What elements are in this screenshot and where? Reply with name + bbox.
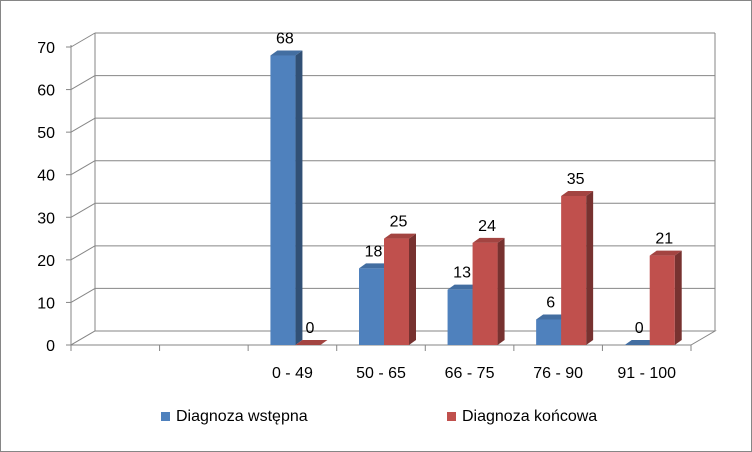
bar-side [497, 237, 505, 345]
x-tick-label: 91 - 100 [617, 365, 676, 382]
bar-top [536, 314, 569, 320]
y-tick-label: 60 [37, 83, 55, 100]
data-label: 0 [635, 320, 644, 337]
data-label: 24 [478, 218, 496, 235]
bar-diagnoza-wstępna-6 [624, 340, 657, 345]
side-gridline-30 [70, 202, 96, 218]
y-tick-label: 30 [37, 210, 55, 227]
bar-diagnoza-wstępna-2 [270, 50, 303, 346]
bar-diagnoza-końcowa-2 [295, 340, 328, 345]
bar-top [624, 340, 657, 345]
data-label: 68 [276, 31, 294, 48]
bar-front [384, 238, 409, 345]
data-label: 13 [453, 265, 471, 282]
bar-top [270, 50, 303, 56]
bar-front [649, 255, 675, 345]
y-tick-label: 0 [46, 338, 55, 355]
bar-top [384, 233, 416, 239]
bar-front [359, 268, 384, 345]
legend-item-0: Diagnoza wstępna [161, 408, 308, 425]
x-tick-label: 66 - 75 [445, 365, 495, 382]
bar-diagnoza-końcowa-5 [561, 191, 594, 345]
data-label: 25 [390, 214, 408, 231]
bar-top [649, 250, 682, 256]
y-tick-label: 70 [37, 40, 55, 57]
side-gridline-40 [70, 160, 96, 176]
bar-top [447, 284, 480, 290]
y-tick-label: 40 [37, 168, 55, 185]
bar-diagnoza-końcowa-6 [649, 250, 682, 345]
data-label: 6 [546, 294, 555, 311]
x-tick-label: 76 - 90 [533, 365, 583, 382]
x-tick-label: 0 - 49 [272, 365, 313, 382]
legend-label: Diagnoza wstępna [176, 408, 308, 425]
data-label: 21 [655, 231, 673, 248]
bar-side [295, 50, 303, 346]
side-gridline-10 [70, 287, 96, 303]
bar-side [674, 250, 682, 345]
x-tick-label: 50 - 65 [356, 365, 406, 382]
bar-side [586, 191, 594, 345]
bar-top [472, 237, 505, 243]
bar-front [447, 289, 473, 345]
side-gridline-20 [70, 245, 96, 261]
data-label: 0 [305, 320, 314, 337]
y-tick-label: 20 [37, 253, 55, 270]
bar-side [409, 233, 416, 345]
bar-front [270, 55, 296, 346]
bar-front [472, 242, 498, 345]
data-label: 18 [365, 243, 383, 260]
bar-diagnoza-końcowa-3 [384, 233, 416, 345]
bar-top [561, 191, 594, 196]
bar-front [561, 196, 587, 345]
bars [270, 50, 682, 346]
data-labels: 68 0 18 25 13 24 6 35 0 21 [276, 31, 673, 337]
bar-front [536, 319, 562, 345]
data-label: 35 [567, 171, 585, 188]
bar-top [359, 263, 391, 269]
bar-diagnoza-końcowa-4 [472, 237, 505, 345]
legend-swatch [161, 412, 170, 421]
y-tick-label: 10 [37, 295, 55, 312]
side-gridline-60 [70, 75, 96, 91]
side-gridline-50 [70, 117, 96, 133]
bar-top [295, 340, 328, 345]
legend-swatch [447, 412, 456, 421]
legend-label: Diagnoza końcowa [462, 408, 597, 425]
y-tick-label: 50 [37, 125, 55, 142]
side-gridline-70 [70, 32, 96, 48]
legend-item-1: Diagnoza końcowa [447, 408, 597, 425]
legend: Diagnoza wstępna Diagnoza końcowa [161, 408, 597, 425]
